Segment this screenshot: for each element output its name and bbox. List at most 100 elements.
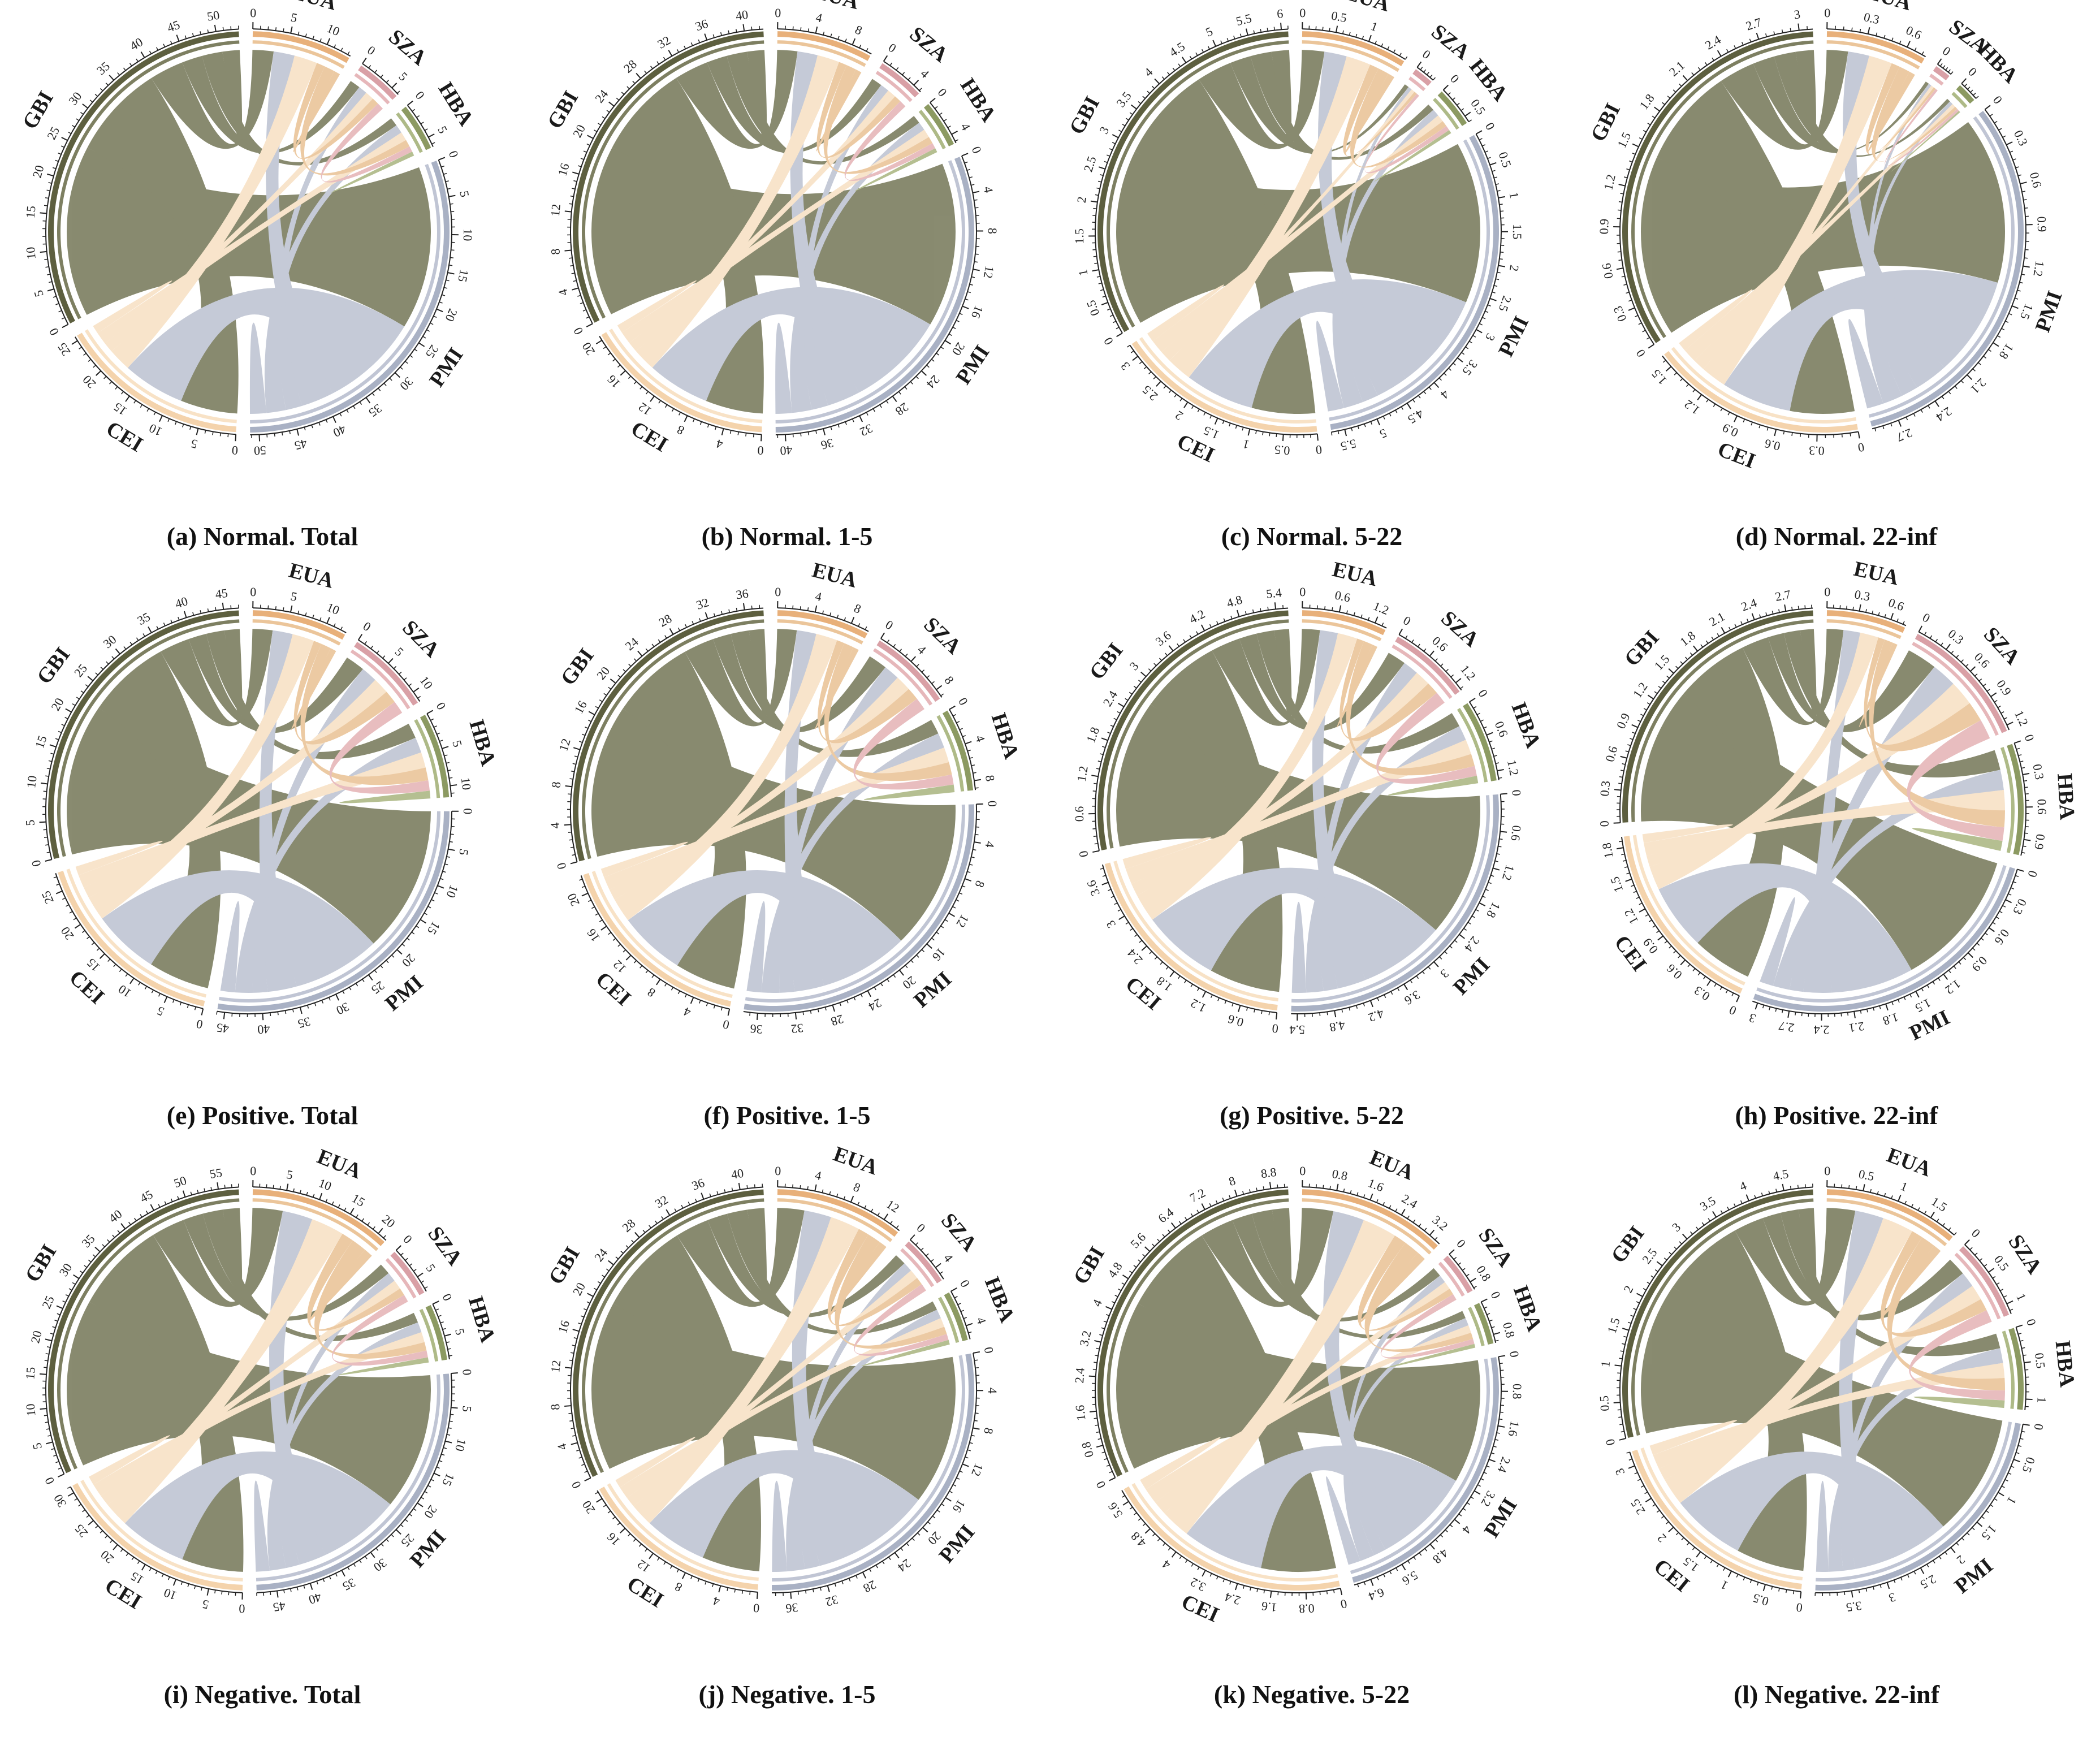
minor-tick: [1936, 1219, 1939, 1222]
major-tick: [56, 1305, 63, 1310]
tick-label: 0.6: [1492, 719, 1511, 739]
minor-tick: [915, 376, 919, 379]
minor-tick: [44, 205, 48, 206]
minor-tick: [136, 637, 139, 641]
major-tick: [1488, 1459, 1496, 1463]
minor-tick: [1643, 129, 1647, 133]
node-label-hba: HBA: [2053, 772, 2079, 820]
minor-tick: [1233, 36, 1235, 40]
minor-tick: [1635, 315, 1639, 318]
major-tick: [1144, 1246, 1151, 1252]
major-tick: [1144, 1528, 1151, 1534]
minor-tick: [447, 188, 451, 190]
chord-ribbon-gbi-eua: [676, 50, 798, 149]
chord-ribbon-pmi-pmi: [220, 901, 240, 993]
node-inner-track-gbi: [582, 40, 764, 319]
minor-tick: [871, 1208, 874, 1212]
tick-label: 10: [325, 21, 342, 39]
panel-caption: (d) Normal. 22-inf: [1735, 522, 1938, 551]
tick-label: 24: [866, 996, 884, 1014]
major-tick: [2023, 1423, 2030, 1426]
minor-tick: [1353, 612, 1355, 616]
tick-label: 5: [289, 10, 299, 25]
chord-ribbon-hba-hba: [338, 1357, 429, 1375]
tick-axis-eua: [1302, 607, 1387, 629]
minor-tick: [55, 738, 59, 740]
major-tick: [1990, 692, 1997, 697]
minor-tick: [1679, 1241, 1682, 1245]
minor-tick: [1781, 1009, 1783, 1013]
tick-label: 10: [147, 421, 165, 439]
minor-tick: [46, 189, 50, 192]
minor-tick: [95, 672, 98, 676]
tick-label: 0: [434, 700, 449, 712]
major-tick: [394, 372, 400, 378]
minor-tick: [100, 667, 103, 670]
minor-tick: [266, 1184, 267, 1188]
minor-tick: [450, 833, 454, 835]
major-tick: [1212, 40, 1217, 47]
minor-tick: [573, 1337, 577, 1340]
minor-tick: [440, 878, 444, 880]
chord-ribbon-gbi-hba: [727, 1209, 937, 1335]
minor-tick: [1118, 129, 1122, 132]
minor-tick: [1229, 1581, 1232, 1585]
minor-tick: [1469, 340, 1472, 344]
node-arc-eua: [252, 610, 345, 640]
major-tick: [2013, 1459, 2020, 1463]
node-arc-sza: [354, 642, 418, 706]
minor-tick: [1678, 955, 1681, 958]
chord-ribbon-cei-eua: [107, 1219, 343, 1523]
minor-tick: [1967, 87, 1971, 90]
minor-tick: [100, 1530, 103, 1533]
minor-tick: [1942, 65, 1946, 68]
minor-tick: [1099, 1334, 1103, 1336]
minor-tick: [1109, 1471, 1113, 1474]
chord-ribbon-pmi-pmi: [772, 1480, 788, 1572]
minor-tick: [1095, 1355, 1099, 1356]
minor-tick: [442, 1328, 446, 1330]
minor-tick: [201, 1587, 202, 1591]
minor-tick: [1363, 1194, 1366, 1198]
minor-tick: [585, 727, 589, 729]
node-inner-track-pmi: [775, 160, 965, 424]
tick-label: 0.8: [1500, 1321, 1518, 1340]
major-tick: [1398, 628, 1403, 635]
tick-label: 3: [1612, 1466, 1627, 1477]
minor-tick: [1412, 1219, 1416, 1223]
minor-tick: [1142, 1254, 1146, 1257]
minor-tick: [599, 919, 603, 922]
chord-ribbon-gbi-eua: [151, 50, 274, 149]
minor-tick: [868, 1569, 872, 1572]
minor-tick: [1905, 417, 1908, 421]
node-arc-hba: [944, 1292, 968, 1341]
node-label-sza: SZA: [905, 22, 953, 67]
major-tick: [447, 272, 455, 275]
tick-label: 20: [379, 1212, 398, 1230]
minor-tick: [409, 355, 413, 358]
minor-tick: [2015, 166, 2019, 168]
minor-tick: [359, 401, 362, 405]
minor-tick: [1106, 154, 1111, 157]
tick-label: 0.5: [1330, 8, 1348, 25]
minor-tick: [1480, 719, 1484, 722]
major-tick: [852, 38, 856, 45]
minor-tick: [1462, 1268, 1466, 1271]
minor-tick: [595, 913, 599, 916]
minor-tick: [1704, 1555, 1707, 1559]
chord-ribbon-gbi-gbi: [1272, 1208, 1292, 1299]
chord-panel: 00.51EUA0SZA00.5HBA00.511.522.533.544.55…: [1049, 0, 1574, 579]
minor-tick: [187, 1004, 189, 1008]
major-tick: [1736, 995, 1740, 1003]
minor-tick: [1267, 28, 1268, 32]
chord-ribbon-pmi-pmi: [1760, 897, 1795, 986]
minor-tick: [1223, 618, 1226, 622]
major-tick: [41, 782, 48, 785]
minor-tick: [1500, 252, 1504, 253]
node-arc-sza: [905, 1241, 942, 1284]
major-tick: [1470, 1277, 1476, 1282]
minor-tick: [194, 1585, 196, 1589]
minor-tick: [312, 36, 314, 40]
minor-tick: [1355, 33, 1358, 38]
minor-tick: [1491, 1326, 1495, 1328]
